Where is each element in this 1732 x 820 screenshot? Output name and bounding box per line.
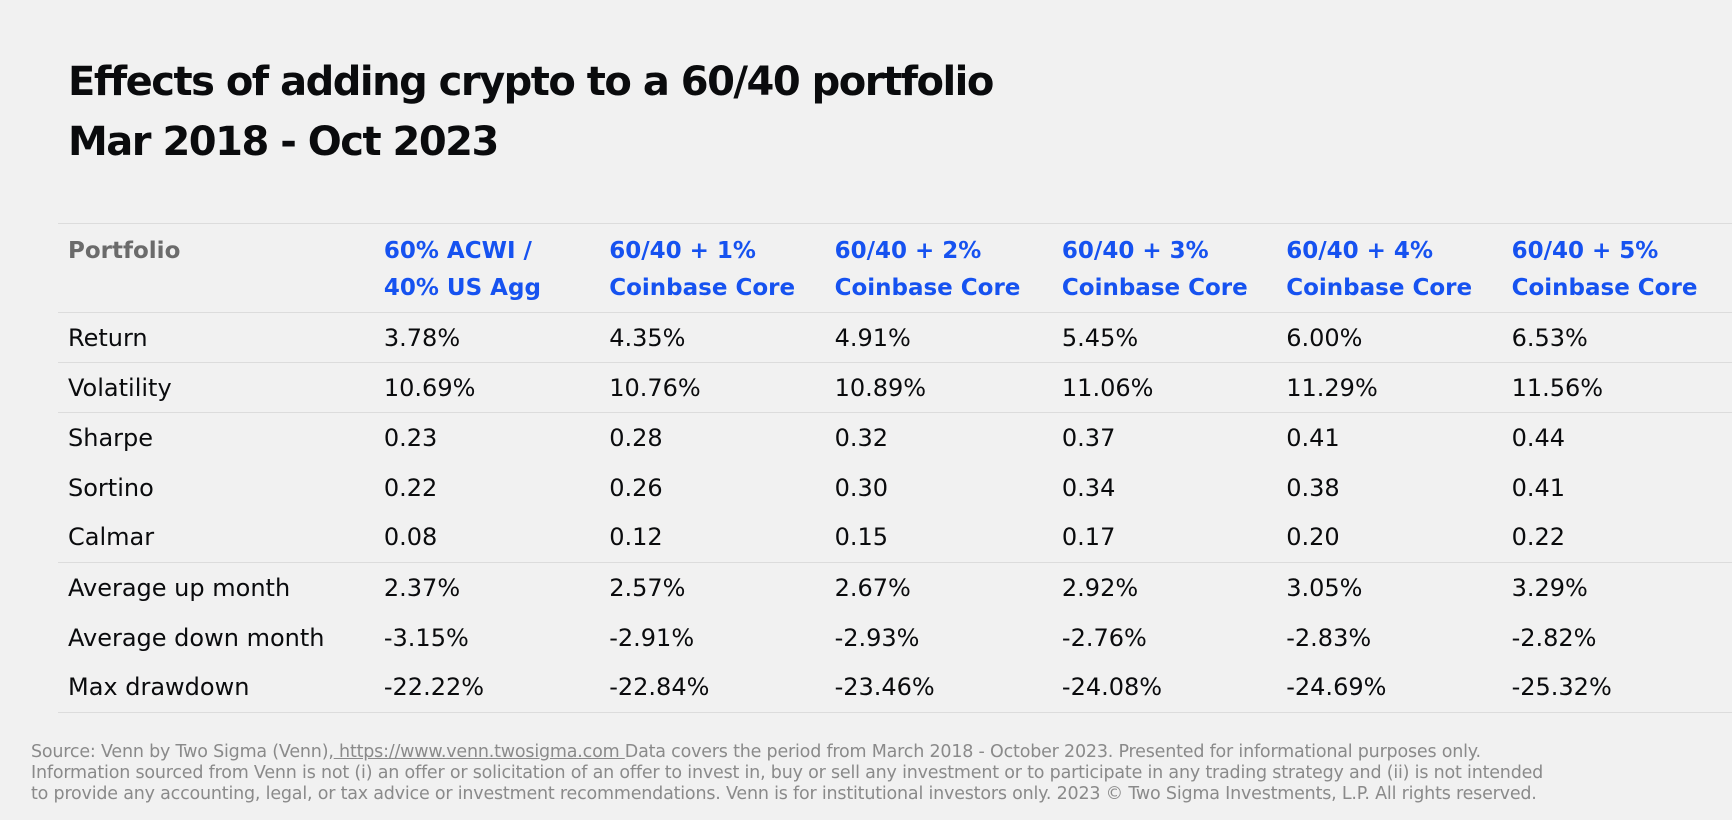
table-row-calmar: Calmar 0.08 0.12 0.15 0.17 0.20 0.22 bbox=[58, 513, 1732, 563]
table-cell: -25.32% bbox=[1511, 673, 1612, 702]
table-row-volatility: Volatility 10.69% 10.76% 10.89% 11.06% 1… bbox=[58, 363, 1732, 413]
table-cell: 0.12 bbox=[609, 523, 663, 552]
chart-title-block: Effects of adding crypto to a 60/40 port… bbox=[68, 52, 994, 172]
table-cell: -24.08% bbox=[1061, 673, 1163, 702]
table-cell: 0.44 bbox=[1511, 423, 1566, 452]
table-cell: 3.78% bbox=[383, 323, 461, 352]
table-cell: 0.41 bbox=[1286, 423, 1340, 452]
row-label: Return bbox=[68, 323, 148, 352]
column-header: 60% ACWI / 40% US Agg bbox=[374, 224, 599, 313]
table-cell: -22.84% bbox=[609, 673, 710, 702]
column-header: 60/40 + 3% Coinbase Core bbox=[1052, 224, 1276, 313]
column-header-line1: 60/40 + 4% bbox=[1286, 238, 1433, 264]
table-cell: 10.69% bbox=[383, 373, 476, 402]
footnote-line-3: to provide any accounting, legal, or tax… bbox=[31, 784, 1537, 804]
table-cell: 0.34 bbox=[1061, 473, 1116, 502]
table-row-average-up-month: Average up month 2.37% 2.57% 2.67% 2.92%… bbox=[58, 563, 1732, 613]
table-cell: 0.22 bbox=[383, 473, 438, 502]
table-row-sortino: Sortino 0.22 0.26 0.30 0.34 0.38 0.41 bbox=[58, 463, 1732, 513]
table-cell: 6.53% bbox=[1511, 323, 1588, 352]
column-header-line2: Coinbase Core bbox=[1061, 275, 1248, 301]
table-cell: -3.15% bbox=[383, 623, 469, 652]
source-link[interactable]: https://www.venn.twosigma.com bbox=[333, 742, 625, 762]
row-label: Sharpe bbox=[68, 423, 154, 452]
column-header-line1: 60% ACWI / bbox=[383, 238, 532, 264]
row-header-portfolio: Portfolio bbox=[68, 238, 181, 264]
table-cell: 2.92% bbox=[1061, 573, 1139, 602]
table-cell: 3.05% bbox=[1286, 573, 1363, 602]
table-cell: 4.91% bbox=[834, 323, 911, 352]
table-cell: 0.38 bbox=[1286, 473, 1340, 502]
table-cell: -2.91% bbox=[609, 623, 695, 652]
column-header-line1: 60/40 + 5% bbox=[1511, 238, 1659, 264]
row-label: Sortino bbox=[68, 473, 154, 502]
column-header-line2: Coinbase Core bbox=[609, 275, 796, 301]
table-cell: 0.32 bbox=[834, 423, 888, 452]
column-header: 60/40 + 5% Coinbase Core bbox=[1502, 224, 1732, 313]
table-cell: -22.22% bbox=[383, 673, 485, 702]
table-cell: -23.46% bbox=[834, 673, 935, 702]
table-cell: 0.30 bbox=[834, 473, 888, 502]
table-cell: 2.67% bbox=[834, 573, 911, 602]
footnote-line-1: Source: Venn by Two Sigma (Venn), https:… bbox=[31, 742, 1721, 763]
table-row-return: Return 3.78% 4.35% 4.91% 5.45% 6.00% 6.5… bbox=[58, 313, 1732, 363]
table-cell: -2.93% bbox=[834, 623, 920, 652]
table-cell: 4.35% bbox=[609, 323, 686, 352]
table-cell: -2.83% bbox=[1286, 623, 1372, 652]
column-header: 60/40 + 2% Coinbase Core bbox=[825, 224, 1052, 313]
table-cell: 10.76% bbox=[609, 373, 701, 402]
footnote-period: Data covers the period from March 2018 -… bbox=[624, 742, 1481, 762]
footnote-line-2: Information sourced from Venn is not (i)… bbox=[31, 763, 1544, 783]
column-header-line2: Coinbase Core bbox=[1286, 275, 1473, 301]
footnote-source: Source: Venn by Two Sigma (Venn), bbox=[31, 742, 334, 762]
table-cell: 0.41 bbox=[1511, 473, 1566, 502]
table-cell: 0.08 bbox=[383, 523, 438, 552]
column-header-line2: Coinbase Core bbox=[834, 275, 1021, 301]
table-cell: -24.69% bbox=[1286, 673, 1387, 702]
column-header: 60/40 + 4% Coinbase Core bbox=[1276, 224, 1501, 313]
footnote: Source: Venn by Two Sigma (Venn), https:… bbox=[31, 742, 1721, 805]
table-row-sharpe: Sharpe 0.23 0.28 0.32 0.37 0.41 0.44 bbox=[58, 413, 1732, 463]
column-header-line1: 60/40 + 1% bbox=[609, 238, 756, 264]
table-cell: 5.45% bbox=[1061, 323, 1139, 352]
chart-subtitle: Mar 2018 - Oct 2023 bbox=[68, 119, 499, 165]
table-cell: 10.89% bbox=[834, 373, 927, 402]
table-cell: 0.22 bbox=[1511, 523, 1566, 552]
row-label: Average down month bbox=[68, 623, 325, 652]
row-label: Max drawdown bbox=[68, 673, 250, 702]
table-cell: 0.20 bbox=[1286, 523, 1340, 552]
row-label: Calmar bbox=[68, 523, 155, 552]
table-cell: 2.37% bbox=[383, 573, 461, 602]
table-cell: 0.17 bbox=[1061, 523, 1116, 552]
table-cell: -2.76% bbox=[1061, 623, 1147, 652]
row-label: Average up month bbox=[68, 573, 291, 602]
table-row-max-drawdown: Max drawdown -22.22% -22.84% -23.46% -24… bbox=[58, 663, 1732, 713]
metrics-table: Portfolio 60% ACWI / 40% US Agg 60/40 + 1… bbox=[58, 223, 1732, 713]
row-label: Volatility bbox=[68, 373, 172, 402]
table-cell: 2.57% bbox=[609, 573, 686, 602]
table-cell: 11.56% bbox=[1511, 373, 1604, 402]
table-cell: 11.06% bbox=[1061, 373, 1154, 402]
table-cell: 11.29% bbox=[1286, 373, 1378, 402]
column-header-line2: Coinbase Core bbox=[1511, 275, 1698, 301]
column-header: 60/40 + 1% Coinbase Core bbox=[599, 224, 824, 313]
table-header-row: Portfolio 60% ACWI / 40% US Agg 60/40 + 1… bbox=[58, 223, 1732, 313]
column-header-line1: 60/40 + 3% bbox=[1061, 238, 1209, 264]
table-cell: 0.23 bbox=[383, 423, 438, 452]
column-header-line2: 40% US Agg bbox=[383, 275, 541, 301]
table-cell: -2.82% bbox=[1511, 623, 1597, 652]
table-row-average-down-month: Average down month -3.15% -2.91% -2.93% … bbox=[58, 613, 1732, 663]
table-cell: 0.26 bbox=[609, 473, 663, 502]
table-cell: 0.15 bbox=[834, 523, 888, 552]
chart-title: Effects of adding crypto to a 60/40 port… bbox=[68, 59, 994, 105]
table-cell: 3.29% bbox=[1511, 573, 1588, 602]
table-cell: 0.37 bbox=[1061, 423, 1116, 452]
table-cell: 0.28 bbox=[609, 423, 663, 452]
column-header-line1: 60/40 + 2% bbox=[834, 238, 982, 264]
table-cell: 6.00% bbox=[1286, 323, 1363, 352]
